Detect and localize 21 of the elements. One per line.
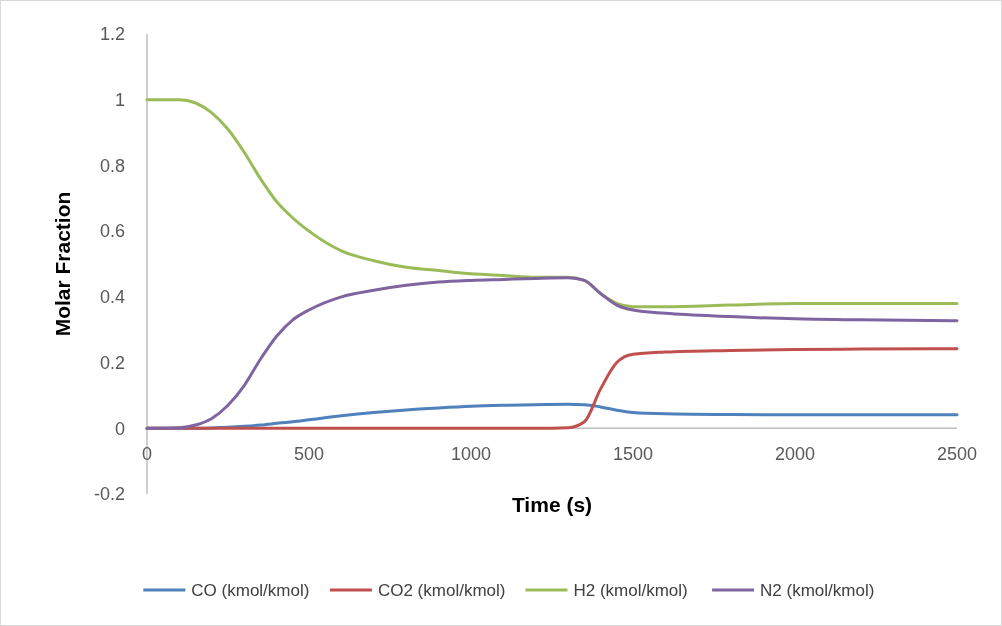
- y-tick-label: 1.2: [99, 24, 125, 45]
- x-axis-title: Time (s): [511, 493, 593, 516]
- x-tick-label: 0: [141, 444, 153, 465]
- legend-label: CO (kmol/kmol): [191, 580, 310, 600]
- y-tick-label: 0.8: [99, 155, 125, 176]
- legend-label: H2 (kmol/kmol): [573, 580, 688, 600]
- y-axis-title: Molar Fraction: [51, 191, 74, 337]
- y-tick-label: 0.4: [99, 287, 125, 308]
- x-tick-label: 1000: [450, 444, 492, 465]
- y-tick-label: 1: [114, 90, 125, 111]
- line-series: [145, 276, 959, 430]
- x-tick-label: 2000: [774, 444, 816, 465]
- y-tick-label: 0.2: [99, 352, 125, 373]
- legend-label: N2 (kmol/kmol): [760, 580, 875, 600]
- y-tick-label: -0.2: [93, 484, 125, 505]
- x-tick-label: 1500: [612, 444, 654, 465]
- legend-label: CO2 (kmol/kmol): [377, 580, 506, 600]
- x-tick-label: 500: [293, 444, 325, 465]
- y-tick-label: 0: [114, 418, 125, 439]
- y-tick-label: 0.6: [99, 221, 125, 242]
- x-tick-label: 2500: [936, 444, 978, 465]
